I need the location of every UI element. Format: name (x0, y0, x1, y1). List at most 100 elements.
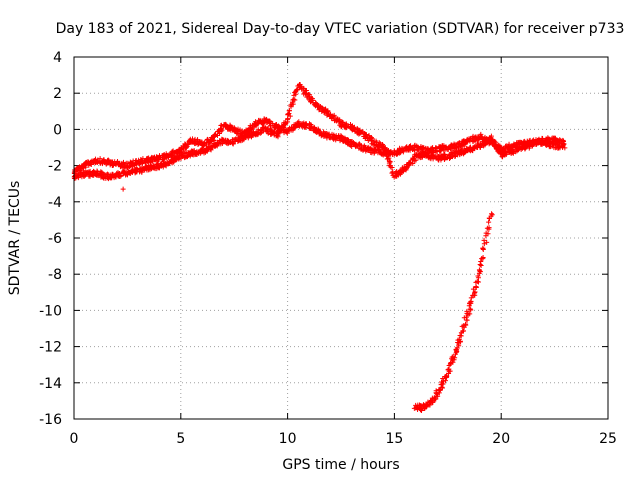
series-3 (411, 207, 495, 414)
data-point (333, 137, 339, 143)
data-point (118, 173, 124, 179)
data-point (209, 137, 215, 143)
data-point (490, 141, 496, 147)
data-point (82, 172, 88, 178)
data-point (407, 160, 413, 166)
data-point (561, 138, 567, 144)
y-tick-label: -8 (48, 267, 62, 283)
data-point (477, 261, 483, 267)
data-point (124, 171, 130, 177)
data-point (480, 246, 486, 252)
data-point (452, 153, 458, 159)
data-point (451, 146, 457, 152)
data-point (450, 359, 456, 365)
series-2 (71, 81, 567, 182)
data-point (139, 160, 145, 166)
data-points (71, 81, 568, 414)
data-point (456, 336, 462, 342)
data-point (298, 84, 304, 90)
data-point (306, 91, 312, 97)
data-point (489, 211, 495, 217)
y-tick-label: 4 (53, 50, 62, 66)
data-point (250, 129, 256, 135)
data-point (506, 141, 512, 147)
data-point (98, 170, 104, 176)
data-point (287, 113, 293, 119)
x-tick-label: 10 (279, 431, 297, 447)
data-point (380, 152, 386, 158)
data-point (268, 131, 274, 137)
data-point (415, 147, 421, 153)
x-tick-label: 5 (176, 431, 185, 447)
x-tick-label: 0 (70, 431, 79, 447)
data-point (270, 121, 276, 127)
data-point (292, 97, 298, 103)
y-tick-label: -6 (48, 231, 62, 247)
data-point (284, 130, 290, 136)
data-point (458, 148, 464, 154)
data-point (363, 131, 369, 137)
data-point (294, 87, 300, 93)
data-point (461, 323, 467, 329)
data-point (164, 159, 170, 165)
y-axis-label: SDTVAR / TECUs (7, 181, 23, 296)
y-tick-label: 2 (53, 86, 62, 102)
y-tick-label: -10 (39, 303, 62, 319)
data-point (453, 346, 459, 352)
data-point (440, 375, 446, 381)
y-tick-label: -4 (48, 195, 62, 211)
data-point (477, 269, 483, 275)
data-point (457, 332, 463, 338)
data-point (286, 127, 292, 133)
axis-ticks (73, 56, 609, 420)
data-point (479, 256, 485, 262)
data-point (389, 150, 395, 156)
data-point (386, 155, 392, 161)
data-point (366, 133, 372, 139)
data-point (345, 137, 351, 143)
data-point (213, 131, 219, 137)
y-tick-label: 0 (53, 122, 62, 138)
data-point (134, 161, 140, 167)
grid (74, 57, 608, 419)
data-point (296, 119, 302, 125)
data-point (475, 275, 481, 281)
data-point (230, 140, 236, 146)
data-point (218, 128, 224, 134)
data-point (429, 397, 435, 403)
data-point (464, 310, 470, 316)
data-point (216, 139, 222, 145)
data-point (527, 144, 532, 150)
data-point (184, 154, 190, 160)
data-point (297, 83, 303, 89)
data-point (103, 161, 109, 167)
x-tick-label: 20 (492, 431, 510, 447)
data-point (467, 306, 473, 312)
data-point (286, 110, 292, 116)
data-point (463, 314, 469, 320)
data-point (484, 139, 490, 145)
data-point (404, 165, 410, 171)
x-tick-labels: 0 5 10 15 20 25 (70, 431, 617, 447)
x-tick-label: 15 (385, 431, 403, 447)
data-point (83, 164, 89, 170)
y-tick-label: -12 (39, 340, 62, 356)
data-point (472, 290, 478, 296)
data-point (379, 144, 385, 150)
outlier-point (120, 186, 126, 192)
data-point (441, 156, 447, 162)
data-point (450, 354, 456, 360)
data-point (127, 170, 133, 176)
series-1 (71, 116, 568, 177)
data-point (441, 378, 447, 384)
data-point (472, 289, 478, 295)
data-point (452, 154, 458, 160)
chart-title: Day 183 of 2021, Sidereal Day-to-day VTE… (56, 21, 625, 37)
data-point (471, 292, 477, 298)
outlier-points (120, 186, 126, 192)
data-point (257, 130, 263, 136)
data-point (407, 147, 413, 153)
data-point (303, 91, 309, 97)
data-point (470, 286, 476, 292)
